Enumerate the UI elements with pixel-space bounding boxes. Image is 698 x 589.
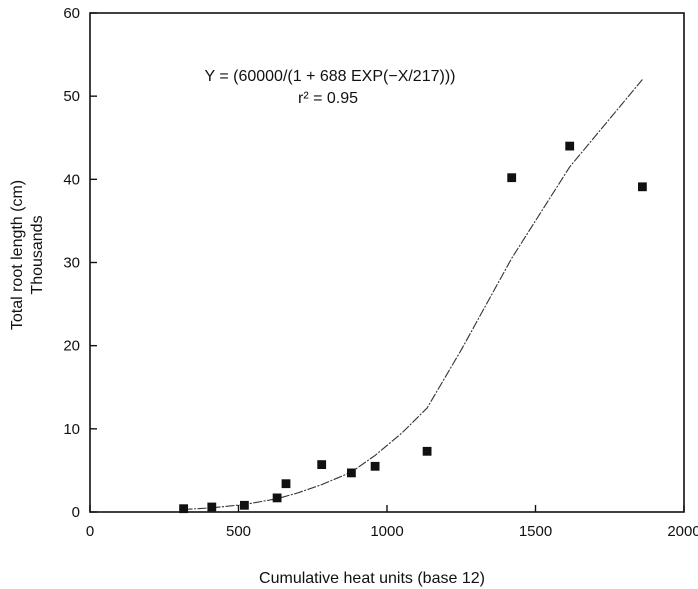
y-axis-label-line1: Total root length (cm) xyxy=(9,180,26,330)
data-point xyxy=(317,460,327,470)
data-point xyxy=(281,479,291,489)
data-point xyxy=(207,502,217,512)
y-tick-label: 40 xyxy=(63,171,80,188)
y-tick-label: 10 xyxy=(63,421,80,438)
x-tick-label: 500 xyxy=(226,523,251,540)
data-point xyxy=(507,173,517,183)
plot-frame xyxy=(89,12,685,513)
data-point xyxy=(638,182,647,192)
data-point xyxy=(239,500,249,510)
equation-annotation: Y = (60000/(1 + 688 EXP(−X/217))) xyxy=(205,68,456,85)
y-tick-label: 30 xyxy=(63,255,80,272)
x-tick-label: 1000 xyxy=(370,523,403,540)
x-tick-label: 0 xyxy=(86,523,94,540)
data-point xyxy=(272,493,282,503)
x-tick-label: 2000 xyxy=(667,523,698,540)
data-point xyxy=(565,141,575,151)
y-axis-label-line2: Thousands xyxy=(29,215,46,294)
y-tick-label: 20 xyxy=(63,338,80,355)
y-tick-label: 50 xyxy=(63,88,80,105)
fitted-curve xyxy=(183,79,643,511)
y-tick-label: 0 xyxy=(72,504,80,521)
x-axis-label: Cumulative heat units (base 12) xyxy=(259,570,485,587)
data-point xyxy=(179,504,189,514)
data-point xyxy=(422,446,432,456)
x-tick-label: 1500 xyxy=(519,523,552,540)
r-squared-annotation: r² = 0.95 xyxy=(298,90,358,107)
data-point xyxy=(370,461,380,471)
data-point xyxy=(346,468,356,478)
y-tick-label: 60 xyxy=(63,5,80,22)
